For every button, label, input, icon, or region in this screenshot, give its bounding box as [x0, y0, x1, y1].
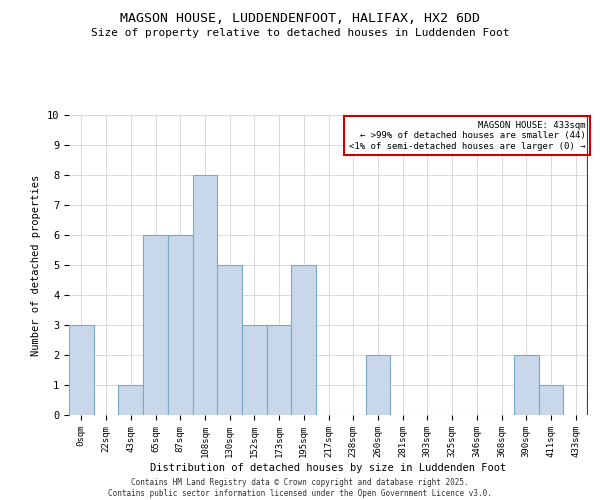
- Text: MAGSON HOUSE, LUDDENDENFOOT, HALIFAX, HX2 6DD: MAGSON HOUSE, LUDDENDENFOOT, HALIFAX, HX…: [120, 12, 480, 26]
- Bar: [365, 355, 390, 415]
- Bar: [193, 175, 217, 415]
- Text: Contains HM Land Registry data © Crown copyright and database right 2025.
Contai: Contains HM Land Registry data © Crown c…: [108, 478, 492, 498]
- Bar: [242, 325, 267, 415]
- Bar: [143, 235, 168, 415]
- Bar: [292, 265, 316, 415]
- X-axis label: Distribution of detached houses by size in Luddenden Foot: Distribution of detached houses by size …: [151, 462, 506, 472]
- Y-axis label: Number of detached properties: Number of detached properties: [31, 174, 41, 356]
- Bar: [217, 265, 242, 415]
- Bar: [539, 385, 563, 415]
- Bar: [168, 235, 193, 415]
- Text: Size of property relative to detached houses in Luddenden Foot: Size of property relative to detached ho…: [91, 28, 509, 38]
- Bar: [267, 325, 292, 415]
- Bar: [514, 355, 539, 415]
- Text: MAGSON HOUSE: 433sqm
← >99% of detached houses are smaller (44)
<1% of semi-deta: MAGSON HOUSE: 433sqm ← >99% of detached …: [349, 121, 586, 151]
- Bar: [118, 385, 143, 415]
- Bar: [69, 325, 94, 415]
